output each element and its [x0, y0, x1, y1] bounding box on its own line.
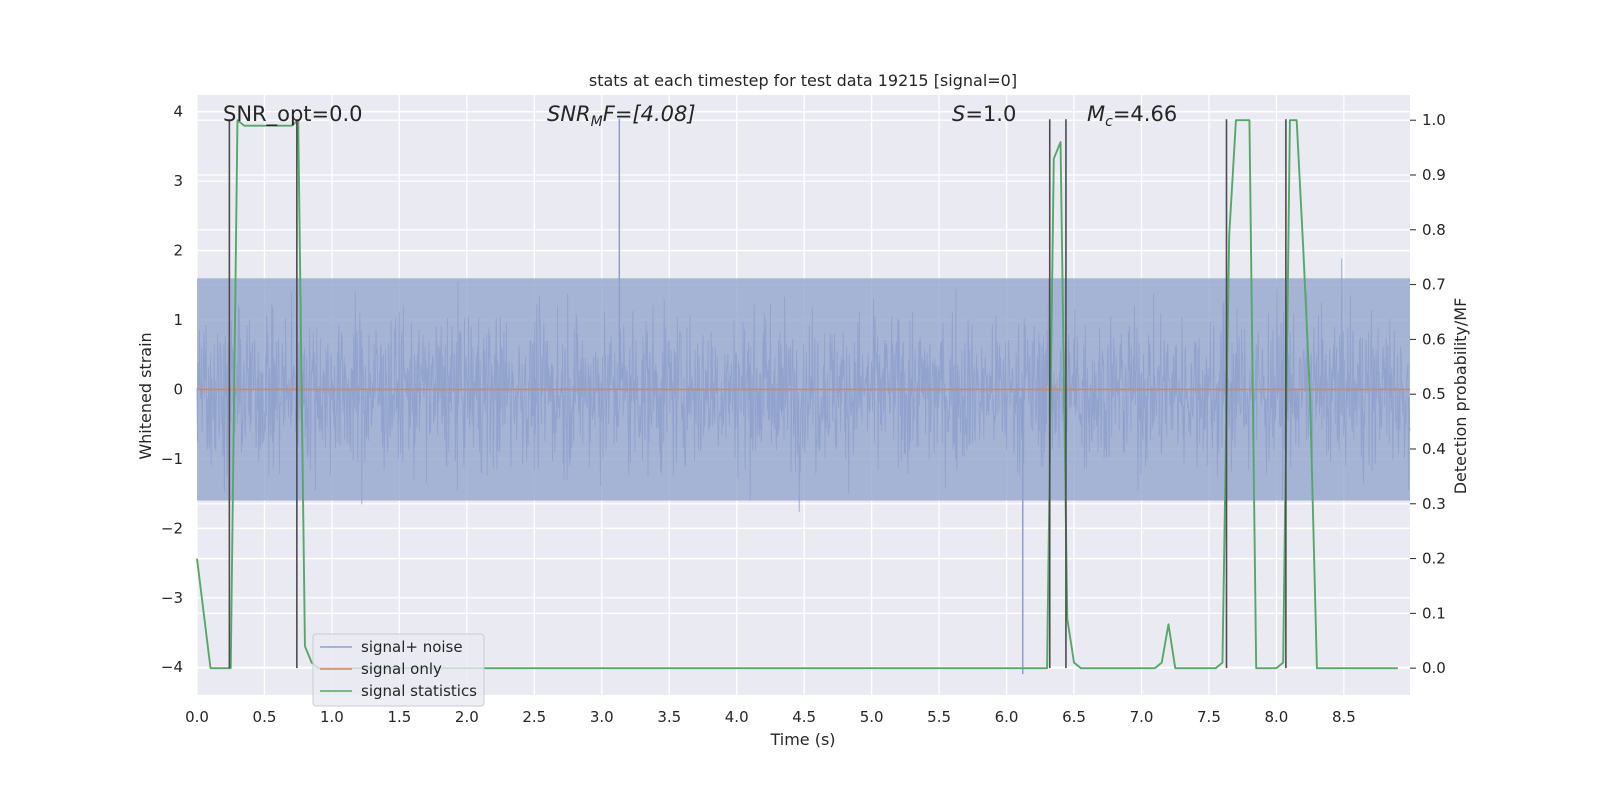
- legend-label-statistics: signal statistics: [361, 682, 477, 700]
- y2-tick-label: 1.0: [1422, 111, 1446, 129]
- x-tick-label: 7.5: [1197, 708, 1221, 726]
- x-axis-label: Time (s): [769, 730, 835, 749]
- y-tick-label: 2: [173, 242, 183, 260]
- annotation-snr-mf: SNRMF=[4.08]: [547, 102, 696, 130]
- y2-tick-label: 0.4: [1422, 440, 1446, 458]
- legend-label-noise: signal+ noise: [361, 638, 463, 656]
- y-tick-label: −2: [161, 519, 183, 537]
- x-tick-label: 4.5: [792, 708, 816, 726]
- line-series: [196, 119, 1410, 670]
- x-tick-label: 2.0: [455, 708, 479, 726]
- y-tick-label: −1: [161, 450, 183, 468]
- x-tick-label: 8.5: [1332, 708, 1356, 726]
- y-tick-label: 3: [173, 172, 183, 190]
- y-tick-label: 0: [173, 380, 183, 398]
- x-tick-label: 5.5: [927, 708, 951, 726]
- y-tick-label: 4: [173, 103, 183, 121]
- y2-tick-label: 0.9: [1422, 166, 1446, 184]
- y2-tick-label: 0.1: [1422, 604, 1446, 622]
- x-tick-label: 3.5: [657, 708, 681, 726]
- y2-tick-label: 0.0: [1422, 659, 1446, 677]
- chart-title: stats at each timestep for test data 192…: [589, 71, 1017, 90]
- y-tick-label: −4: [161, 658, 183, 676]
- x-tick-label: 6.0: [995, 708, 1019, 726]
- annotation-mc: Mc=4.66: [1087, 102, 1177, 130]
- x-tick-label: 1.0: [320, 708, 344, 726]
- x-tick-label: 5.0: [860, 708, 884, 726]
- legend-label-signal: signal only: [361, 660, 442, 678]
- annotation-s: S=1.0: [952, 102, 1016, 126]
- annotation-snr-opt: SNR_opt=0.0: [223, 102, 363, 127]
- y2-tick-label: 0.7: [1422, 276, 1446, 294]
- x-tick-label: 0.0: [185, 708, 209, 726]
- y-tick-label: 1: [173, 311, 183, 329]
- y2-tick-label: 0.8: [1422, 221, 1446, 239]
- event-markers: [228, 119, 1287, 669]
- x-tick-label: 1.5: [387, 708, 411, 726]
- y2-tick-label: 0.2: [1422, 550, 1446, 568]
- x-tick-label: 4.0: [725, 708, 749, 726]
- y-axis-label: Whitened strain: [136, 332, 155, 459]
- x-tick-label: 3.0: [590, 708, 614, 726]
- signal-statistics-line: [196, 119, 1398, 670]
- y2-tick-label: 0.3: [1422, 495, 1446, 513]
- x-tick-label: 0.5: [253, 708, 277, 726]
- tick-labels: 0.0 0.5 1.0 1.5 2.0 2.5 3.0 3.5 4.0 4.5 5.0 5.5 6.0 6…: [161, 103, 1446, 726]
- legend: signal+ noise signal only signal statist…: [312, 633, 485, 707]
- x-tick-label: 6.5: [1062, 708, 1086, 726]
- y2-tick-label: 0.5: [1422, 385, 1446, 403]
- x-tick-label: 7.0: [1130, 708, 1154, 726]
- x-tick-label: 2.5: [522, 708, 546, 726]
- y2-tick-label: 0.6: [1422, 330, 1446, 348]
- y2-axis-label: Detection probability/MF: [1451, 298, 1470, 495]
- legend-box: [312, 633, 485, 707]
- x-tick-label: 8.0: [1264, 708, 1288, 726]
- y-tick-label: −3: [161, 589, 183, 607]
